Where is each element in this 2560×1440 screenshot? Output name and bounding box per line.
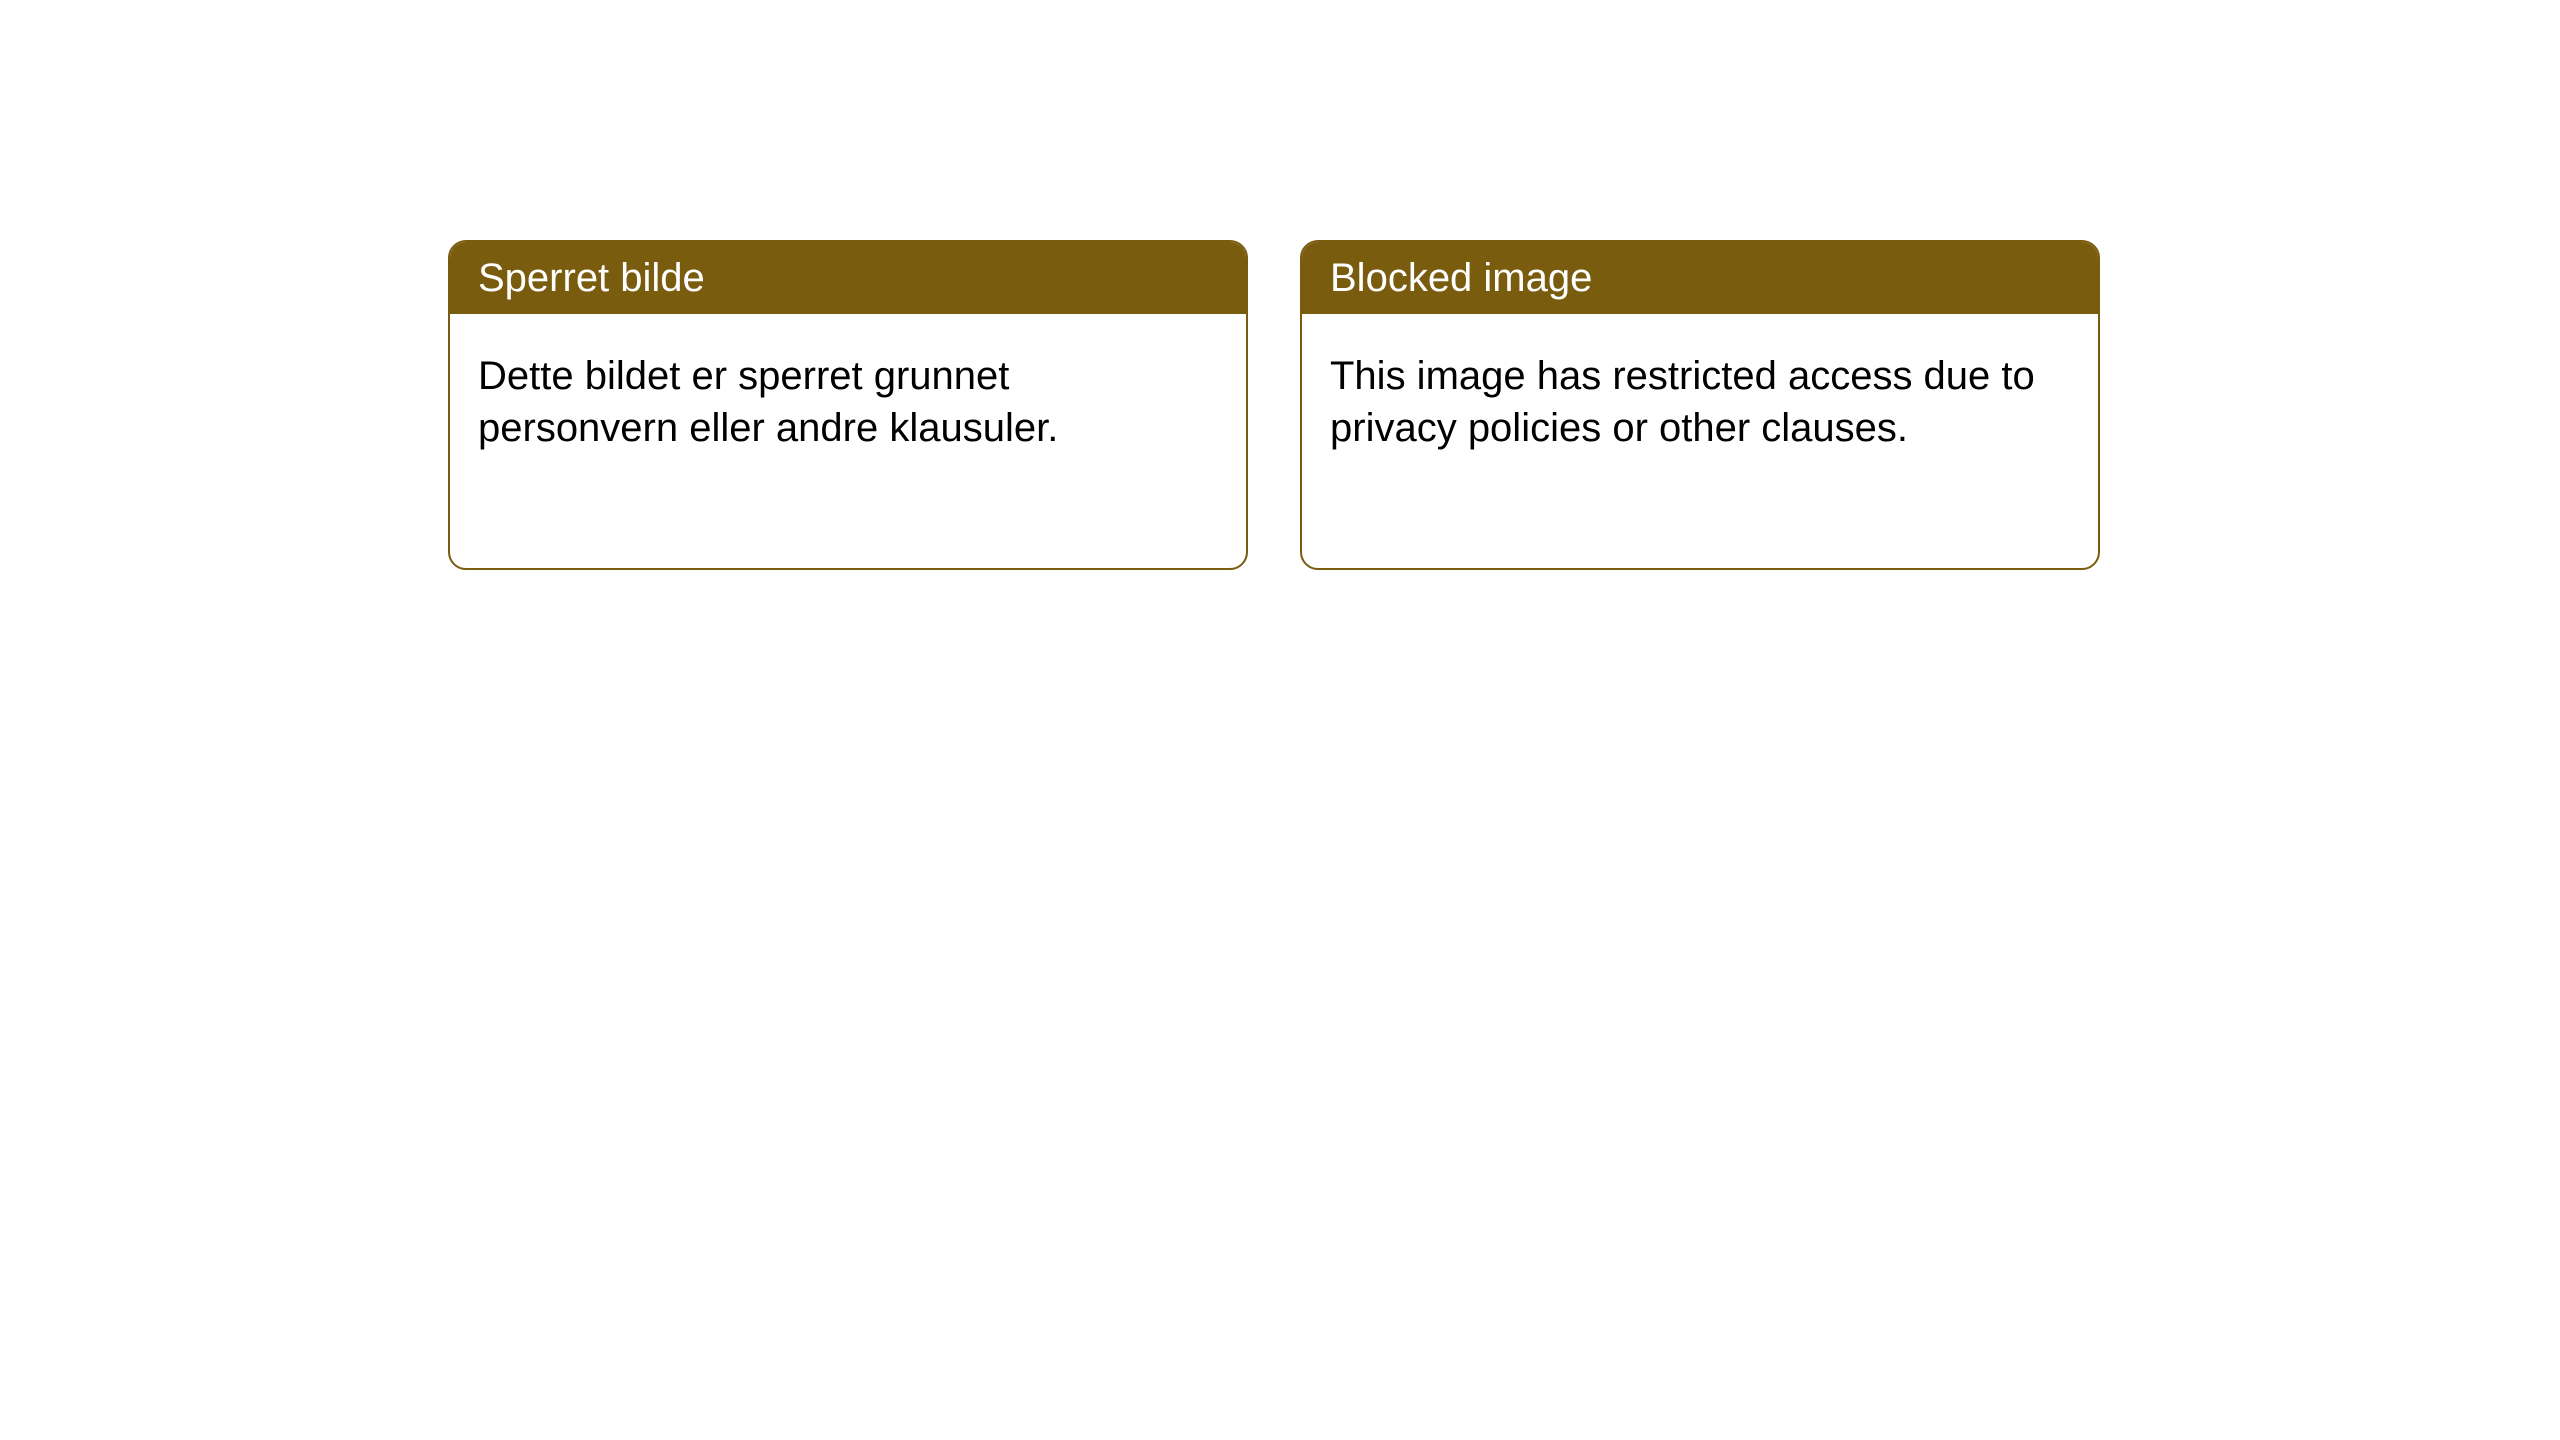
- notice-cards-container: Sperret bilde Dette bildet er sperret gr…: [448, 240, 2100, 570]
- notice-body: Dette bildet er sperret grunnet personve…: [450, 314, 1246, 490]
- notice-header: Blocked image: [1302, 242, 2098, 314]
- notice-header: Sperret bilde: [450, 242, 1246, 314]
- notice-body: This image has restricted access due to …: [1302, 314, 2098, 490]
- notice-card-norwegian: Sperret bilde Dette bildet er sperret gr…: [448, 240, 1248, 570]
- notice-card-english: Blocked image This image has restricted …: [1300, 240, 2100, 570]
